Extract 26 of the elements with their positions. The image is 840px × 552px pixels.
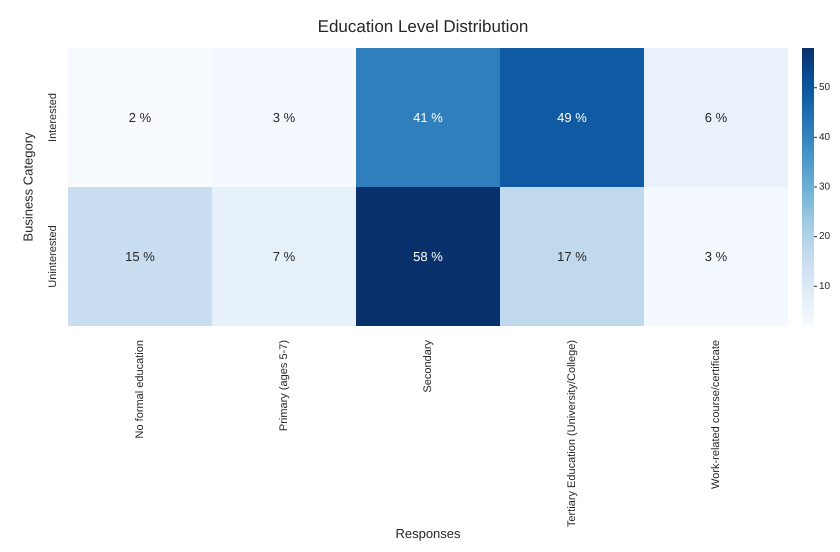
data-label: 2 % <box>128 110 152 125</box>
data-label: 7 % <box>272 249 296 264</box>
y-tick-label: Interested <box>47 93 59 142</box>
color-bar-label: 30 <box>819 182 831 192</box>
data-label: 3 % <box>272 110 296 125</box>
color-bar-label: 40 <box>819 132 831 143</box>
data-label: 17 % <box>557 249 588 264</box>
x-tick-label: Secondary <box>422 340 434 393</box>
y-tick-label: Uninterested <box>47 225 59 288</box>
data-label: 58 % <box>413 249 444 264</box>
y-axis-title: Business Category <box>20 132 36 242</box>
color-bar-label: 50 <box>819 82 831 94</box>
chart-title: Education Level Distribution <box>318 17 528 36</box>
x-axis-title: Responses <box>395 526 462 541</box>
data-label: 41 % <box>413 110 444 125</box>
x-tick-label: No formal education <box>134 340 146 438</box>
color-bar-label: 10 <box>819 280 831 292</box>
x-tick-label: Primary (ages 5-7) <box>278 340 290 432</box>
color-bar-label: 20 <box>819 231 831 242</box>
data-label: 49 % <box>557 110 588 125</box>
data-label: 3 % <box>704 249 728 264</box>
x-tick-label: Tertiary Education (University/College) <box>566 340 578 528</box>
color-scale: 10 20 30 40 50 <box>798 8 840 542</box>
x-tick-label: Work-related course/certificate <box>710 340 722 489</box>
data-label: 15 % <box>125 249 156 264</box>
data-label: 6 % <box>704 110 728 125</box>
